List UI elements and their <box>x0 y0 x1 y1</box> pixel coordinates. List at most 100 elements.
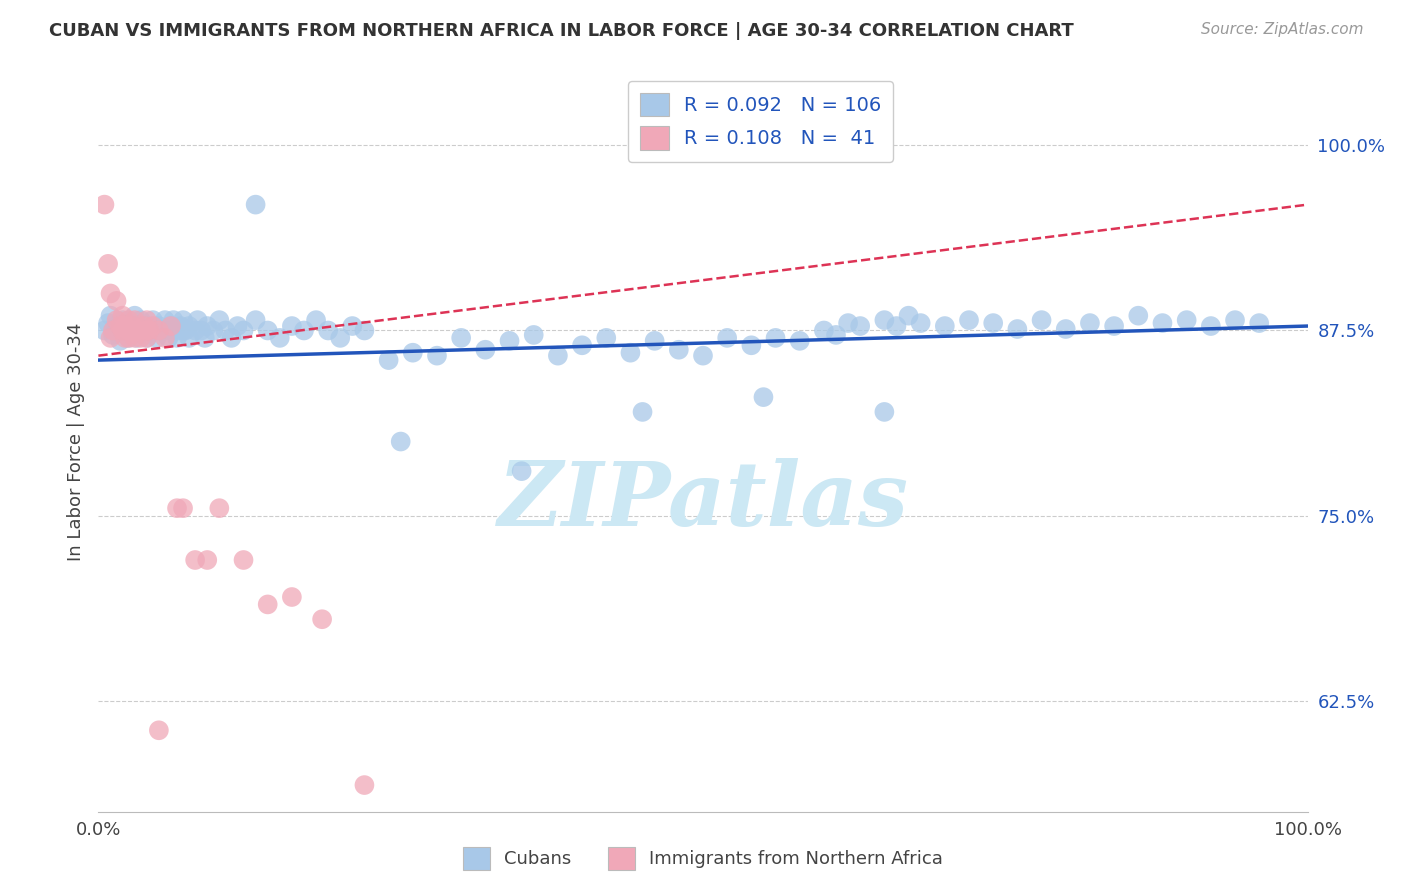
Point <box>124 331 146 345</box>
Point <box>101 324 124 338</box>
Point <box>134 322 156 336</box>
Point <box>127 324 149 338</box>
Point <box>269 331 291 345</box>
Point <box>172 324 194 338</box>
Point <box>100 286 122 301</box>
Point <box>111 309 134 323</box>
Point <box>1102 319 1125 334</box>
Point <box>172 313 194 327</box>
Point <box>134 319 156 334</box>
Point <box>886 319 908 334</box>
Point <box>105 313 128 327</box>
Point <box>281 319 304 334</box>
Point <box>202 324 225 338</box>
Point <box>142 324 165 338</box>
Point <box>195 319 218 334</box>
Point <box>1128 309 1150 323</box>
Point <box>765 331 787 345</box>
Point <box>957 313 980 327</box>
Point <box>148 723 170 738</box>
Point <box>232 324 254 338</box>
Point <box>910 316 932 330</box>
Text: Source: ZipAtlas.com: Source: ZipAtlas.com <box>1201 22 1364 37</box>
Point <box>135 331 157 345</box>
Legend: Cubans, Immigrants from Northern Africa: Cubans, Immigrants from Northern Africa <box>456 840 950 877</box>
Point <box>740 338 762 352</box>
Point <box>245 313 267 327</box>
Point <box>232 553 254 567</box>
Point <box>187 313 209 327</box>
Point <box>93 324 115 338</box>
Point <box>138 324 160 338</box>
Point <box>981 316 1004 330</box>
Point <box>619 345 641 359</box>
Point <box>1078 316 1101 330</box>
Point <box>169 319 191 334</box>
Point <box>305 313 328 327</box>
Text: CUBAN VS IMMIGRANTS FROM NORTHERN AFRICA IN LABOR FORCE | AGE 30-34 CORRELATION : CUBAN VS IMMIGRANTS FROM NORTHERN AFRICA… <box>49 22 1074 40</box>
Point <box>160 324 183 338</box>
Point <box>129 324 152 338</box>
Y-axis label: In Labor Force | Age 30-34: In Labor Force | Age 30-34 <box>66 322 84 561</box>
Point <box>547 349 569 363</box>
Point <box>789 334 811 348</box>
Point <box>129 313 152 327</box>
Point <box>157 331 180 345</box>
Point <box>153 313 176 327</box>
Point <box>118 331 141 345</box>
Point <box>174 324 197 338</box>
Point <box>153 331 176 345</box>
Point <box>127 331 149 345</box>
Point <box>292 324 315 338</box>
Point <box>1152 316 1174 330</box>
Point <box>571 338 593 352</box>
Point <box>166 501 188 516</box>
Point <box>114 331 136 345</box>
Point <box>226 319 249 334</box>
Point <box>108 334 131 348</box>
Point <box>389 434 412 449</box>
Point <box>1249 316 1271 330</box>
Point <box>179 331 201 345</box>
Point <box>121 324 143 338</box>
Point <box>172 501 194 516</box>
Point <box>1054 322 1077 336</box>
Point <box>873 313 896 327</box>
Point <box>108 319 131 334</box>
Point <box>145 331 167 345</box>
Point <box>97 257 120 271</box>
Point <box>124 313 146 327</box>
Point <box>129 331 152 345</box>
Point <box>498 334 520 348</box>
Point <box>121 319 143 334</box>
Point <box>897 309 920 323</box>
Point <box>105 319 128 334</box>
Point <box>825 327 848 342</box>
Point <box>631 405 654 419</box>
Point <box>184 324 207 338</box>
Point <box>111 313 134 327</box>
Point <box>118 316 141 330</box>
Point <box>692 349 714 363</box>
Point <box>184 553 207 567</box>
Point <box>100 309 122 323</box>
Point <box>148 324 170 338</box>
Point <box>111 324 134 338</box>
Point <box>118 324 141 338</box>
Point <box>221 331 243 345</box>
Point <box>1175 313 1198 327</box>
Point <box>450 331 472 345</box>
Point <box>644 334 666 348</box>
Point <box>118 331 141 345</box>
Point <box>353 324 375 338</box>
Point <box>1199 319 1222 334</box>
Point <box>135 331 157 345</box>
Point <box>190 324 212 338</box>
Point <box>402 345 425 359</box>
Point <box>934 319 956 334</box>
Point <box>311 612 333 626</box>
Point <box>166 324 188 338</box>
Point <box>668 343 690 357</box>
Point <box>97 316 120 330</box>
Point <box>135 324 157 338</box>
